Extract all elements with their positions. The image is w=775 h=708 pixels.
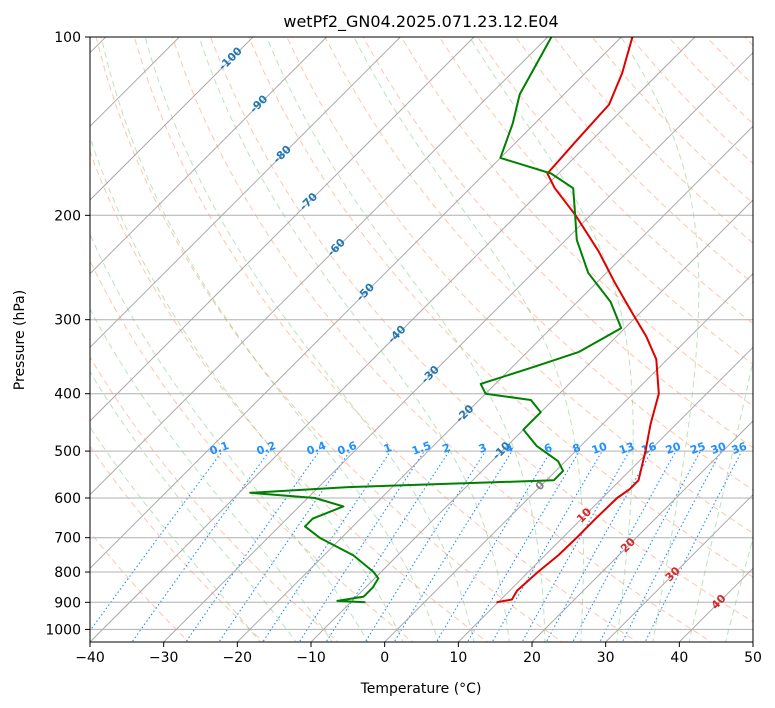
isotherm [457,346,753,642]
chart-title: wetPf2_GN04.2025.071.23.12.E04 [283,12,558,32]
mixing-ratio-label: 8 [571,441,583,456]
isotherm [236,125,753,642]
y-axis-label: Pressure (hPa) [12,290,28,390]
mixing-ratio-label: 0.1 [208,439,231,458]
isotherm [605,493,753,642]
isotherm [90,37,622,570]
isotherm [90,37,549,496]
x-tick-label: 20 [523,650,541,666]
mixing-ratio-line [262,450,392,642]
x-tick-label: 0 [380,650,389,666]
y-tick-label: 900 [54,595,81,611]
mixing-ratio-line [131,450,270,642]
dry-adiabat [90,259,414,642]
mixing-ratio-line [298,450,425,642]
mixing-ratio-label: 1 [382,441,394,456]
x-tick-label: 10 [449,650,467,666]
mixing-ratio-label: 25 [688,440,707,457]
mixing-ratio-label: 0.6 [336,439,359,458]
x-tick-label: −30 [149,650,179,666]
x-tick-label: 30 [597,650,615,666]
dry-adiabat [286,37,753,534]
mixing-ratio-line [621,450,722,642]
dry-adiabat [438,37,753,366]
dry-adiabat [248,37,753,578]
isotherm [310,199,753,642]
mixing-ratio-label: 1.5 [410,439,433,458]
mixing-ratio-line [90,450,223,632]
mixing-ratio-line [325,450,450,642]
isotherm [90,37,696,642]
isotherm [90,37,254,201]
isotherm [384,272,753,642]
y-axis-ticks: 100 200 300 400 500 600 700 800 900 1000 [45,30,90,638]
y-tick-label: 800 [54,565,81,581]
mixing-ratio-line [218,450,351,642]
x-tick-label: 40 [670,650,688,666]
y-tick-label: 500 [54,444,81,460]
isotherm [90,37,475,422]
y-tick-label: 200 [54,208,81,224]
isotherm [163,51,753,642]
dry-adiabat [362,37,753,449]
mixing-ratio-label: 2 [441,441,453,456]
mixing-ratio-label: 0.2 [255,439,278,458]
mixing-ratio-label: 0.4 [305,439,328,458]
x-axis-label: Temperature (°C) [360,681,482,697]
mixing-ratio-label: 13 [617,440,636,457]
mixing-ratio-line [599,450,701,642]
mixing-ratio-line [185,450,320,642]
sounding-series [249,37,660,604]
mixing-ratio-label: 30 [709,440,728,458]
mixing-ratio-label: 10 [590,440,609,458]
x-axis-ticks: −40 −30 −20 −10 0 10 20 30 40 50 [75,642,762,666]
isotherm [531,420,753,642]
isotherm [90,37,328,275]
y-tick-label: 1000 [45,622,81,638]
isotherm [90,37,401,349]
y-tick-label: 100 [54,30,81,46]
dewpoint-line [249,37,623,604]
mixing-ratio-label: 20 [664,440,683,458]
y-tick-label: 700 [54,531,81,547]
plot-frame [89,36,754,643]
dry-adiabat [400,37,753,407]
x-tick-label: 50 [744,650,762,666]
x-tick-label: −10 [296,650,326,666]
mixing-ratio-line [393,450,513,642]
mixing-ratio-line [466,450,580,642]
isotherms [90,37,753,642]
y-tick-label: 300 [54,313,81,329]
dry-adiabat [324,37,753,491]
mixing-ratio-label: 3 [477,441,489,456]
x-tick-label: −40 [75,650,105,666]
y-tick-label: 600 [54,491,81,507]
y-tick-label: 400 [54,387,81,403]
mixing-ratio-label: 36 [730,440,749,458]
dry-adiabat [477,37,753,325]
mixing-ratio-label: 4 [503,441,515,456]
mixing-ratio-labels: 0.1 0.2 0.4 0.6 1 1.5 2 3 4 6 8 10 13 16 20 25 30 36 [208,439,749,458]
temperature-line [496,37,660,604]
pressure-gridlines [90,37,753,630]
mixing-ratio-line [572,450,677,642]
x-tick-label: −20 [223,650,253,666]
mixing-ratio-label: 6 [542,441,554,456]
moist-adiabat [90,232,369,642]
